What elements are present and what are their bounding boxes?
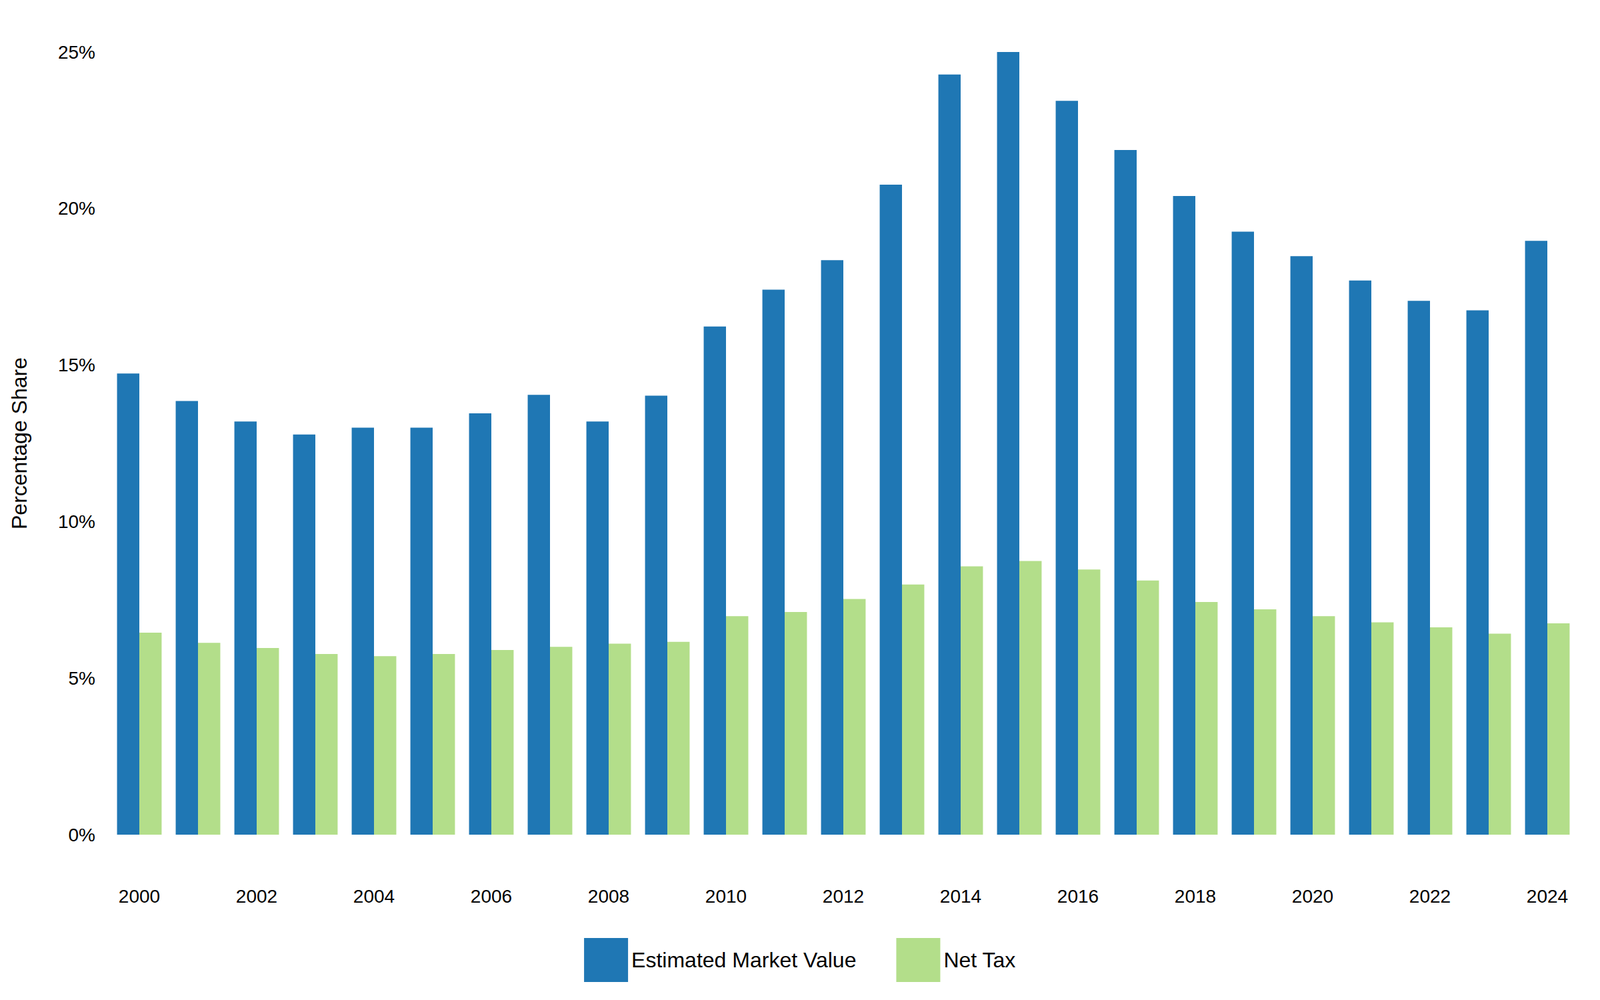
svg-text:2016: 2016: [1057, 886, 1099, 907]
svg-text:2020: 2020: [1292, 886, 1334, 907]
svg-text:Estimated Market Value: Estimated Market Value: [631, 948, 856, 972]
svg-text:Net Tax: Net Tax: [943, 948, 1016, 972]
svg-text:Percentage Share: Percentage Share: [7, 357, 32, 530]
svg-text:2000: 2000: [118, 886, 160, 907]
svg-text:10%: 10%: [58, 511, 96, 532]
svg-text:2010: 2010: [705, 886, 747, 907]
svg-text:2002: 2002: [236, 886, 278, 907]
svg-text:2004: 2004: [353, 886, 395, 907]
svg-text:5%: 5%: [68, 668, 96, 689]
svg-text:2006: 2006: [470, 886, 512, 907]
svg-text:0%: 0%: [68, 824, 96, 846]
svg-text:15%: 15%: [58, 354, 96, 376]
svg-text:2008: 2008: [588, 886, 630, 907]
svg-text:2018: 2018: [1174, 886, 1216, 907]
svg-text:2022: 2022: [1409, 886, 1451, 907]
svg-text:2014: 2014: [940, 886, 982, 907]
svg-text:25%: 25%: [58, 42, 96, 63]
svg-text:2024: 2024: [1526, 886, 1568, 907]
svg-text:2012: 2012: [822, 886, 864, 907]
svg-text:20%: 20%: [58, 198, 96, 219]
